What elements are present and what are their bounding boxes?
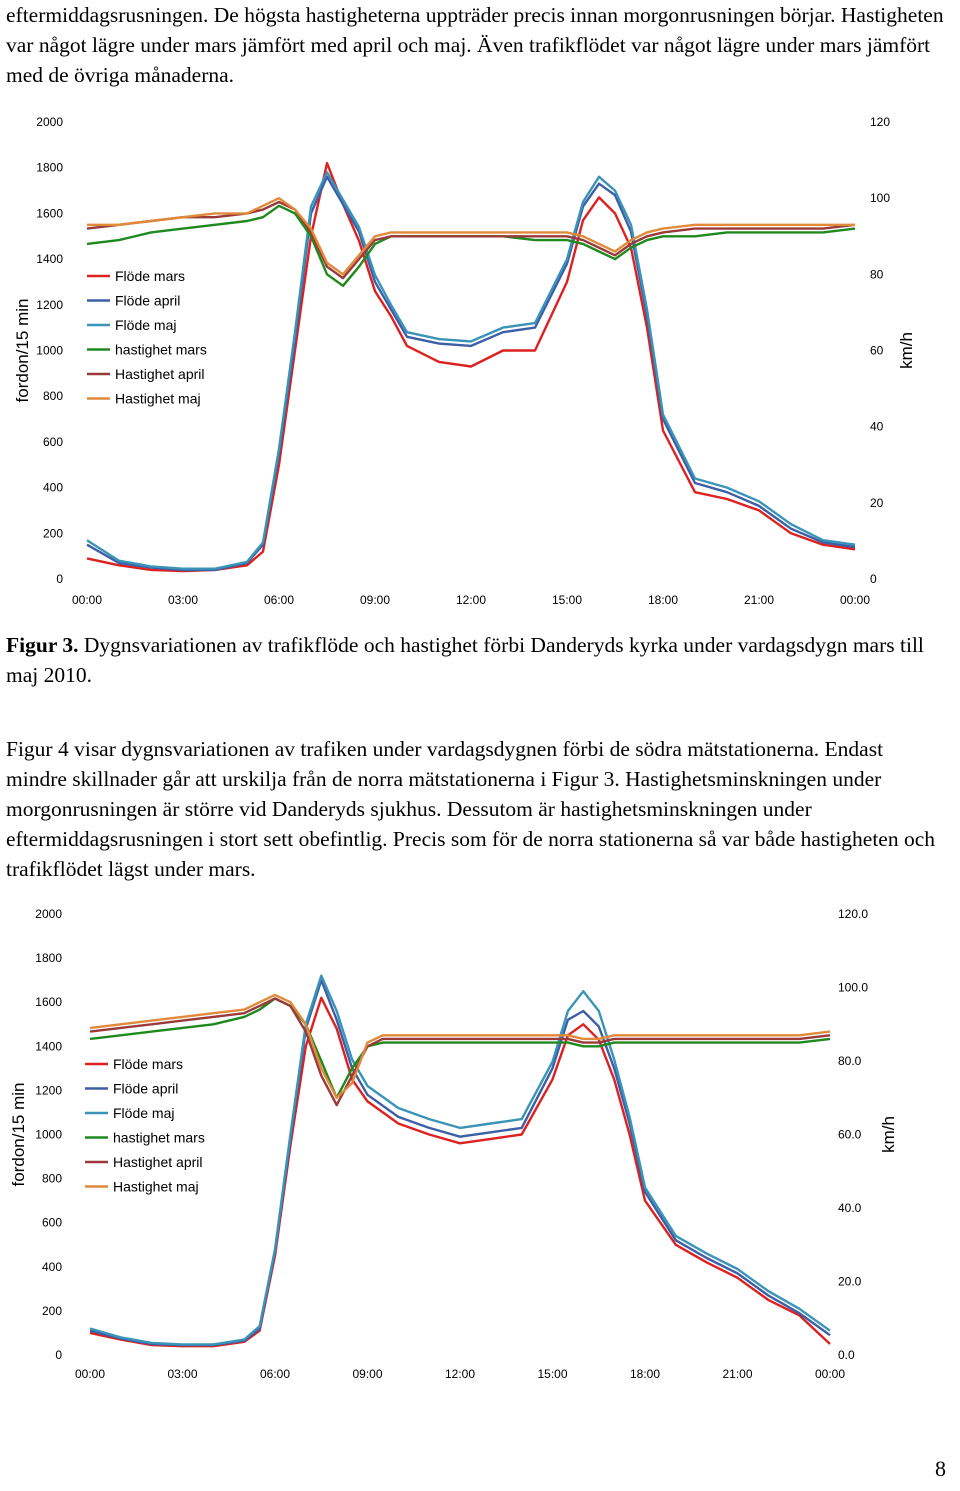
y-tick-label: 0	[55, 1348, 62, 1362]
legend-label: Flöde april	[115, 293, 180, 309]
x-tick-label: 00:00	[72, 593, 102, 607]
series-line-0	[86, 161, 856, 573]
x-tick-label: 12:00	[445, 1367, 475, 1381]
y-tick-label: 200	[42, 1304, 62, 1318]
x-tick-label: 21:00	[722, 1367, 752, 1381]
y2-tick-label: 60.0	[838, 1128, 862, 1142]
x-tick-label: 18:00	[648, 593, 678, 607]
y-tick-label: 2000	[35, 907, 62, 921]
legend-label: Flöde mars	[113, 1056, 183, 1072]
series-line-3	[89, 997, 831, 1100]
legend-label: Flöde maj	[113, 1105, 174, 1121]
y-tick-label: 1400	[36, 252, 63, 266]
figure-4-chart: 0 200 400 600 800 1000 1200 1400 1600 1800 2000 0.0…	[9, 907, 898, 1381]
figure-3-label: Figur 3.	[6, 633, 79, 657]
y2-tick-label: 0	[870, 572, 877, 586]
legend-label: Flöde mars	[115, 268, 185, 284]
y-tick-label: 800	[42, 1172, 62, 1186]
figure-3-caption-text: Dygnsvariationen av trafikflöde och hast…	[6, 633, 924, 687]
x-tick-label: 12:00	[456, 593, 486, 607]
y-tick-label: 600	[42, 1216, 62, 1230]
y-tick-label: 200	[43, 526, 63, 540]
legend-label: hastighet mars	[113, 1130, 205, 1146]
y2-tick-label: 40	[870, 420, 884, 434]
legend-label: Flöde april	[113, 1081, 178, 1097]
legend-label: Hastighet maj	[113, 1179, 199, 1195]
x-tick-label: 06:00	[264, 593, 294, 607]
x-tick-label: 00:00	[75, 1367, 105, 1381]
series-line-4	[86, 200, 856, 280]
series-line-2	[89, 974, 831, 1346]
x-tick-label: 03:00	[168, 593, 198, 607]
x-tick-label: 09:00	[360, 593, 390, 607]
y2-axis-label: km/h	[897, 332, 916, 369]
series-line-5	[89, 993, 831, 1100]
page-number: 8	[935, 1456, 946, 1481]
y2-tick-label: 120.0	[838, 907, 868, 921]
figure-3-caption: Figur 3. Dygnsvariationen av trafikflöde…	[6, 630, 946, 690]
y-tick-label: 0	[56, 572, 63, 586]
y2-axis-label: km/h	[879, 1116, 898, 1153]
y2-tick-label: 60	[870, 344, 884, 358]
legend-label: Hastighet maj	[115, 391, 201, 407]
figure-3-chart: 0 200 400 600 800 1000 1200 1400 1600 1800 2000 0 20…	[13, 115, 916, 607]
x-tick-label: 06:00	[260, 1367, 290, 1381]
y-tick-label: 1800	[36, 161, 63, 175]
x-tick-label: 03:00	[167, 1367, 197, 1381]
y2-tick-label: 120	[870, 115, 890, 129]
x-tick-label: 18:00	[630, 1367, 660, 1381]
legend-label: Hastighet april	[113, 1154, 203, 1170]
y-tick-label: 1400	[35, 1039, 62, 1053]
y-tick-label: 600	[43, 435, 63, 449]
y2-tick-label: 20.0	[838, 1275, 862, 1289]
y-tick-label: 1600	[35, 995, 62, 1009]
y2-tick-label: 100	[870, 191, 890, 205]
y2-tick-label: 40.0	[838, 1201, 862, 1215]
series-line-5	[87, 196, 855, 276]
y-axis-label: fordon/15 min	[13, 299, 32, 403]
x-tick-label: 00:00	[815, 1367, 845, 1381]
y-tick-label: 1600	[36, 206, 63, 220]
y2-tick-label: 80	[870, 267, 884, 281]
legend-label: hastighet mars	[115, 342, 207, 358]
legend-label: Flöde maj	[115, 317, 176, 333]
y-tick-label: 2000	[36, 115, 63, 129]
y-tick-label: 1800	[35, 951, 62, 965]
y-tick-label: 1000	[36, 344, 63, 358]
series-line-4	[89, 997, 831, 1107]
intro-paragraph: eftermiddagsrusningen. De högsta hastigh…	[6, 3, 944, 87]
y2-tick-label: 80.0	[838, 1054, 862, 1068]
y2-tick-label: 0.0	[838, 1348, 855, 1362]
y-tick-label: 1200	[36, 298, 63, 312]
y2-tick-label: 20	[870, 496, 884, 510]
y-tick-label: 1200	[35, 1083, 62, 1097]
body-paragraph: Figur 4 visar dygnsvariationen av trafik…	[6, 737, 936, 881]
y2-tick-label: 100.0	[838, 981, 868, 995]
x-tick-label: 09:00	[352, 1367, 382, 1381]
series-line-2	[86, 171, 856, 570]
y-tick-label: 400	[43, 481, 63, 495]
x-tick-label: 21:00	[744, 593, 774, 607]
y-axis-label: fordon/15 min	[9, 1083, 28, 1187]
series-line-0	[89, 996, 831, 1348]
y-tick-label: 400	[42, 1260, 62, 1274]
x-tick-label: 15:00	[552, 593, 582, 607]
x-tick-label: 15:00	[537, 1367, 567, 1381]
x-tick-label: 00:00	[840, 593, 870, 607]
y-tick-label: 800	[43, 389, 63, 403]
legend-label: Hastighet april	[115, 366, 205, 382]
y-tick-label: 1000	[35, 1128, 62, 1142]
